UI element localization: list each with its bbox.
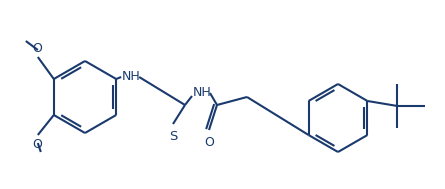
Text: NH: NH <box>193 87 212 99</box>
Text: O: O <box>32 138 42 151</box>
Text: O: O <box>32 42 42 55</box>
Text: O: O <box>204 136 214 149</box>
Text: S: S <box>169 130 177 143</box>
Text: NH: NH <box>122 70 141 84</box>
